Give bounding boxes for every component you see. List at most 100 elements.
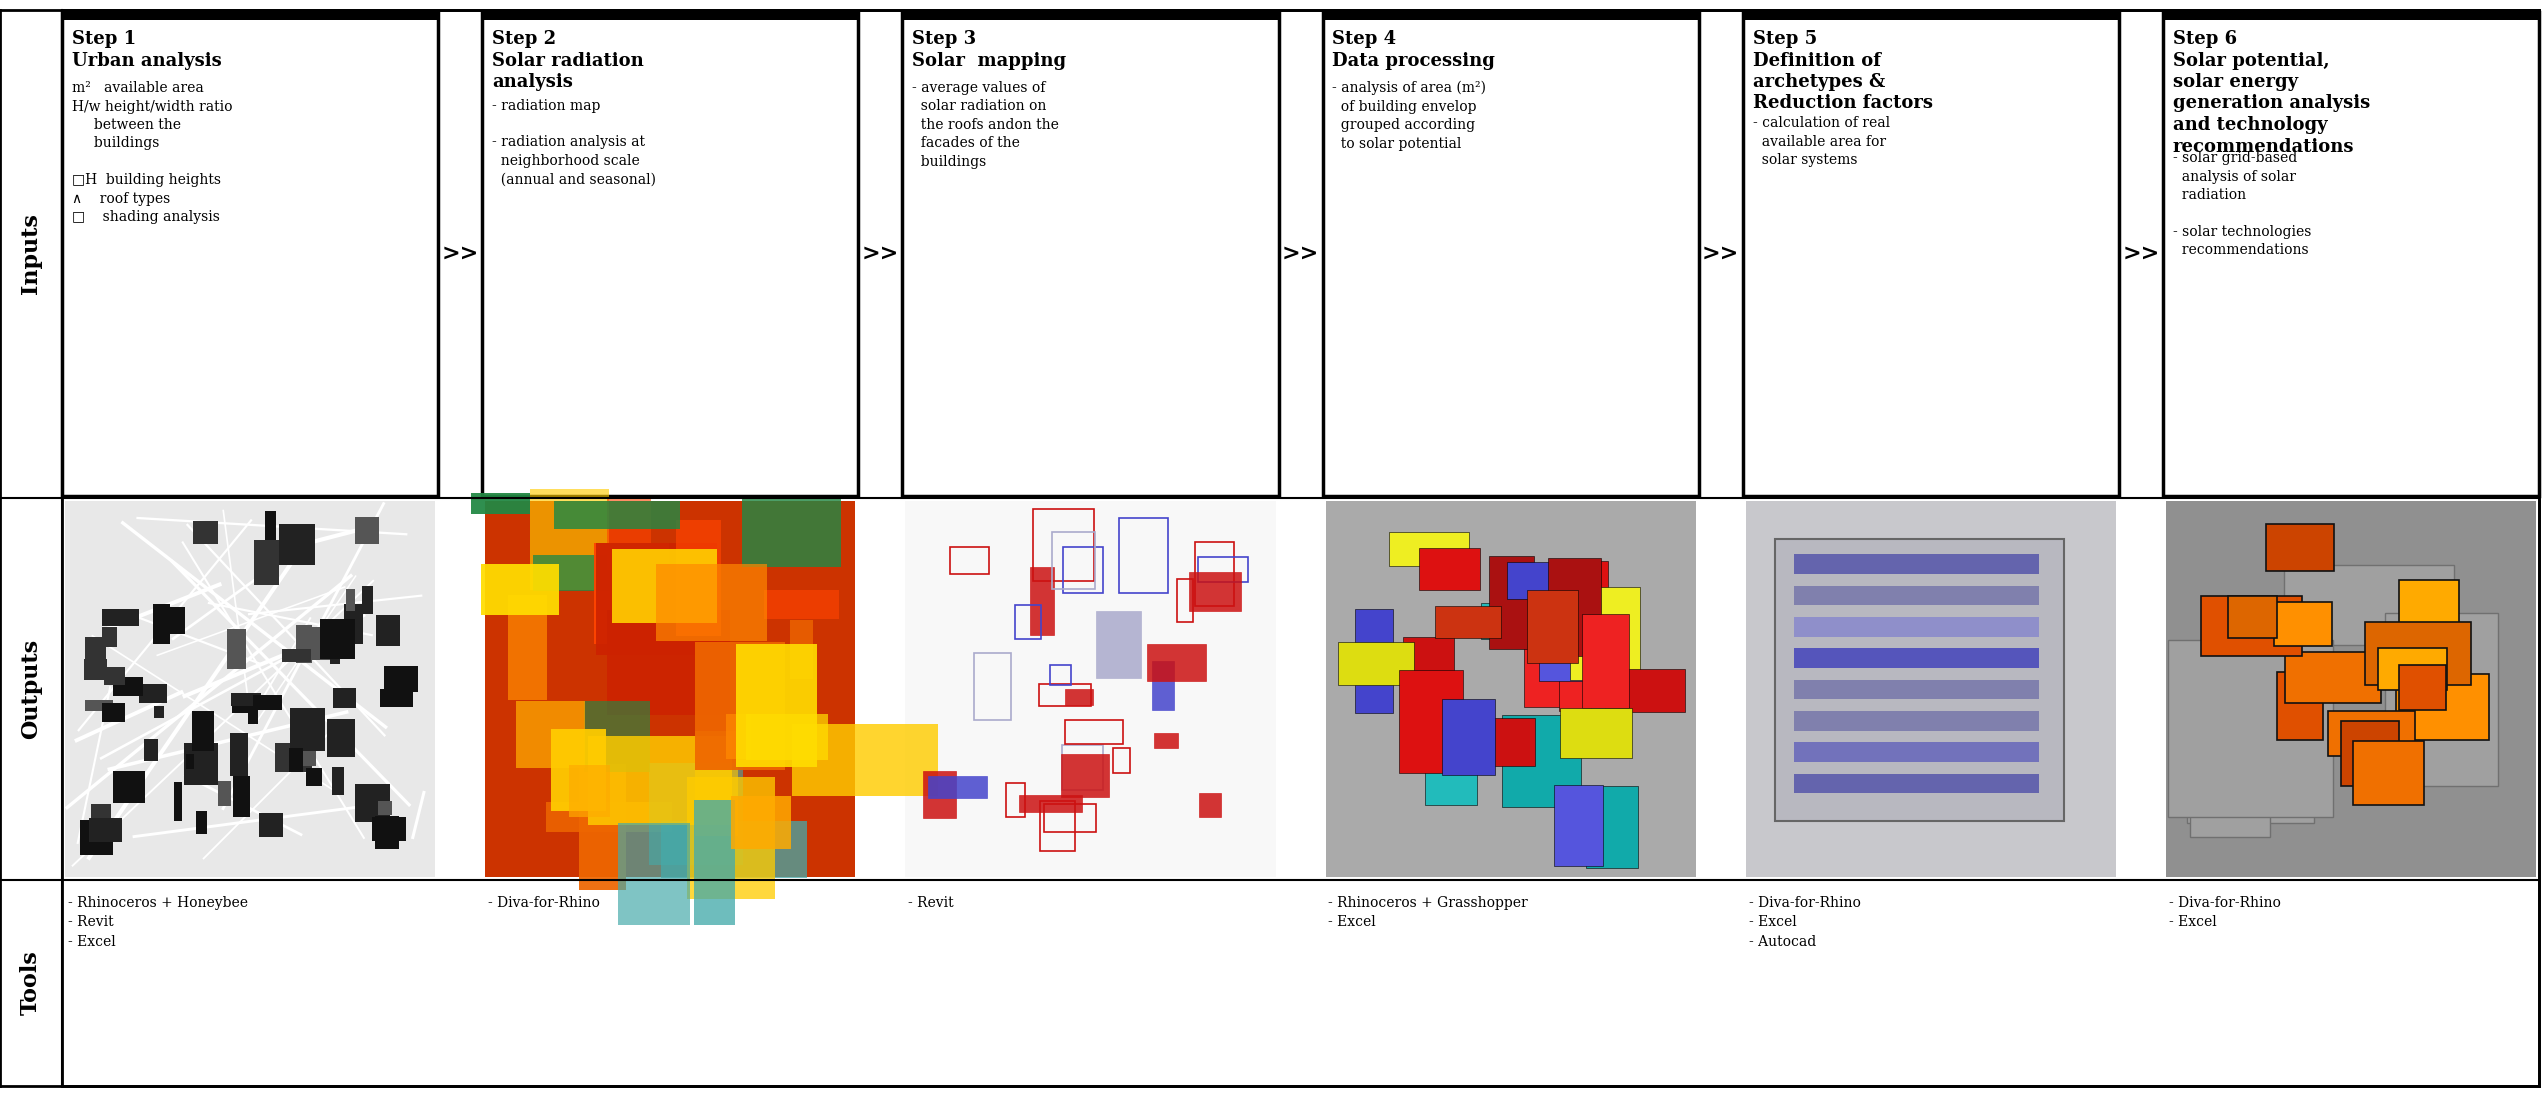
Bar xyxy=(66,501,436,877)
Bar xyxy=(593,543,670,644)
Bar xyxy=(922,771,955,818)
Bar xyxy=(1034,509,1093,581)
Bar xyxy=(234,776,250,817)
Bar xyxy=(1014,605,1042,639)
Bar xyxy=(61,12,438,496)
Bar xyxy=(2162,498,2539,880)
Text: - Rhinoceros + Grasshopper
- Excel: - Rhinoceros + Grasshopper - Excel xyxy=(1330,896,1528,930)
Bar xyxy=(976,653,1011,720)
Text: Step 4
Data processing: Step 4 Data processing xyxy=(1332,30,1495,70)
Bar xyxy=(87,699,112,711)
Bar xyxy=(1322,12,1699,496)
Bar xyxy=(102,628,117,647)
Bar xyxy=(104,667,125,685)
Bar xyxy=(1195,543,1235,606)
Bar xyxy=(1424,736,1477,805)
Bar xyxy=(2167,640,2333,817)
Bar xyxy=(588,735,731,825)
Bar xyxy=(1775,538,2063,820)
Bar xyxy=(229,733,247,776)
Text: >>: >> xyxy=(861,243,899,265)
Bar xyxy=(112,771,145,803)
Text: >>: >> xyxy=(1701,243,1740,265)
Bar xyxy=(902,12,1279,20)
Bar xyxy=(1200,793,1220,817)
Bar xyxy=(334,688,357,708)
Text: Step 3
Solar  mapping: Step 3 Solar mapping xyxy=(912,30,1067,70)
Bar xyxy=(173,782,181,820)
Bar xyxy=(385,666,418,691)
Bar xyxy=(2384,613,2499,787)
Bar xyxy=(530,489,609,590)
Bar xyxy=(2190,674,2269,837)
Bar xyxy=(1044,804,1095,833)
Bar xyxy=(2162,12,2539,20)
Bar xyxy=(227,629,247,668)
Bar xyxy=(290,708,326,750)
Bar xyxy=(2379,648,2448,690)
Bar xyxy=(2267,524,2336,571)
Bar xyxy=(188,749,219,771)
Bar xyxy=(2285,652,2381,702)
Bar xyxy=(1062,547,1103,593)
Bar xyxy=(736,644,818,767)
Bar xyxy=(87,638,107,674)
Text: Outputs: Outputs xyxy=(20,639,41,740)
Bar xyxy=(2274,602,2333,647)
Bar xyxy=(1526,591,1579,663)
Bar xyxy=(1745,501,2117,877)
Bar xyxy=(1538,621,1587,680)
Bar xyxy=(2285,566,2453,645)
Text: - analysis of area (m²)
  of building envelop
  grouped according
  to solar pot: - analysis of area (m²) of building enve… xyxy=(1332,81,1487,151)
Bar xyxy=(1490,556,1533,649)
Bar xyxy=(1118,517,1169,593)
Bar xyxy=(89,818,122,841)
Bar xyxy=(1052,533,1095,589)
Bar xyxy=(102,609,138,627)
Bar xyxy=(1398,671,1462,772)
Bar xyxy=(484,501,856,877)
Bar xyxy=(1793,711,2040,731)
Bar xyxy=(1523,648,1605,707)
Bar xyxy=(746,713,828,760)
Bar xyxy=(362,586,374,614)
Bar xyxy=(219,781,232,806)
Bar xyxy=(377,616,400,647)
Bar xyxy=(186,754,194,769)
Bar xyxy=(288,748,303,772)
Bar xyxy=(275,743,311,772)
Bar xyxy=(1577,561,1607,663)
Bar xyxy=(380,801,392,815)
Bar xyxy=(1403,637,1454,687)
Bar xyxy=(596,543,718,655)
Bar xyxy=(318,619,354,659)
Bar xyxy=(1582,650,1630,713)
Bar xyxy=(1587,787,1638,868)
Bar xyxy=(283,650,311,662)
Bar xyxy=(507,595,548,700)
Bar xyxy=(619,823,690,926)
Bar xyxy=(481,563,558,615)
Bar xyxy=(250,700,257,724)
Bar xyxy=(102,703,125,722)
Bar xyxy=(1039,684,1090,706)
Bar xyxy=(1742,12,2119,20)
Bar xyxy=(1039,801,1075,851)
Text: - Rhinoceros + Honeybee
- Revit
- Excel: - Rhinoceros + Honeybee - Revit - Excel xyxy=(69,896,247,948)
Bar xyxy=(232,694,262,707)
Bar xyxy=(1482,603,1528,639)
Bar xyxy=(1793,585,2040,605)
Text: Tools: Tools xyxy=(20,951,41,1015)
Bar xyxy=(84,659,107,680)
Bar xyxy=(1029,567,1054,636)
Bar xyxy=(1197,558,1248,582)
Bar xyxy=(950,547,988,574)
Bar xyxy=(675,521,721,637)
Bar xyxy=(688,777,774,898)
Bar xyxy=(191,711,214,752)
Text: - Revit: - Revit xyxy=(909,896,955,910)
Bar xyxy=(331,767,344,795)
Bar xyxy=(1062,754,1110,796)
Bar xyxy=(82,819,112,854)
Bar xyxy=(481,12,858,20)
